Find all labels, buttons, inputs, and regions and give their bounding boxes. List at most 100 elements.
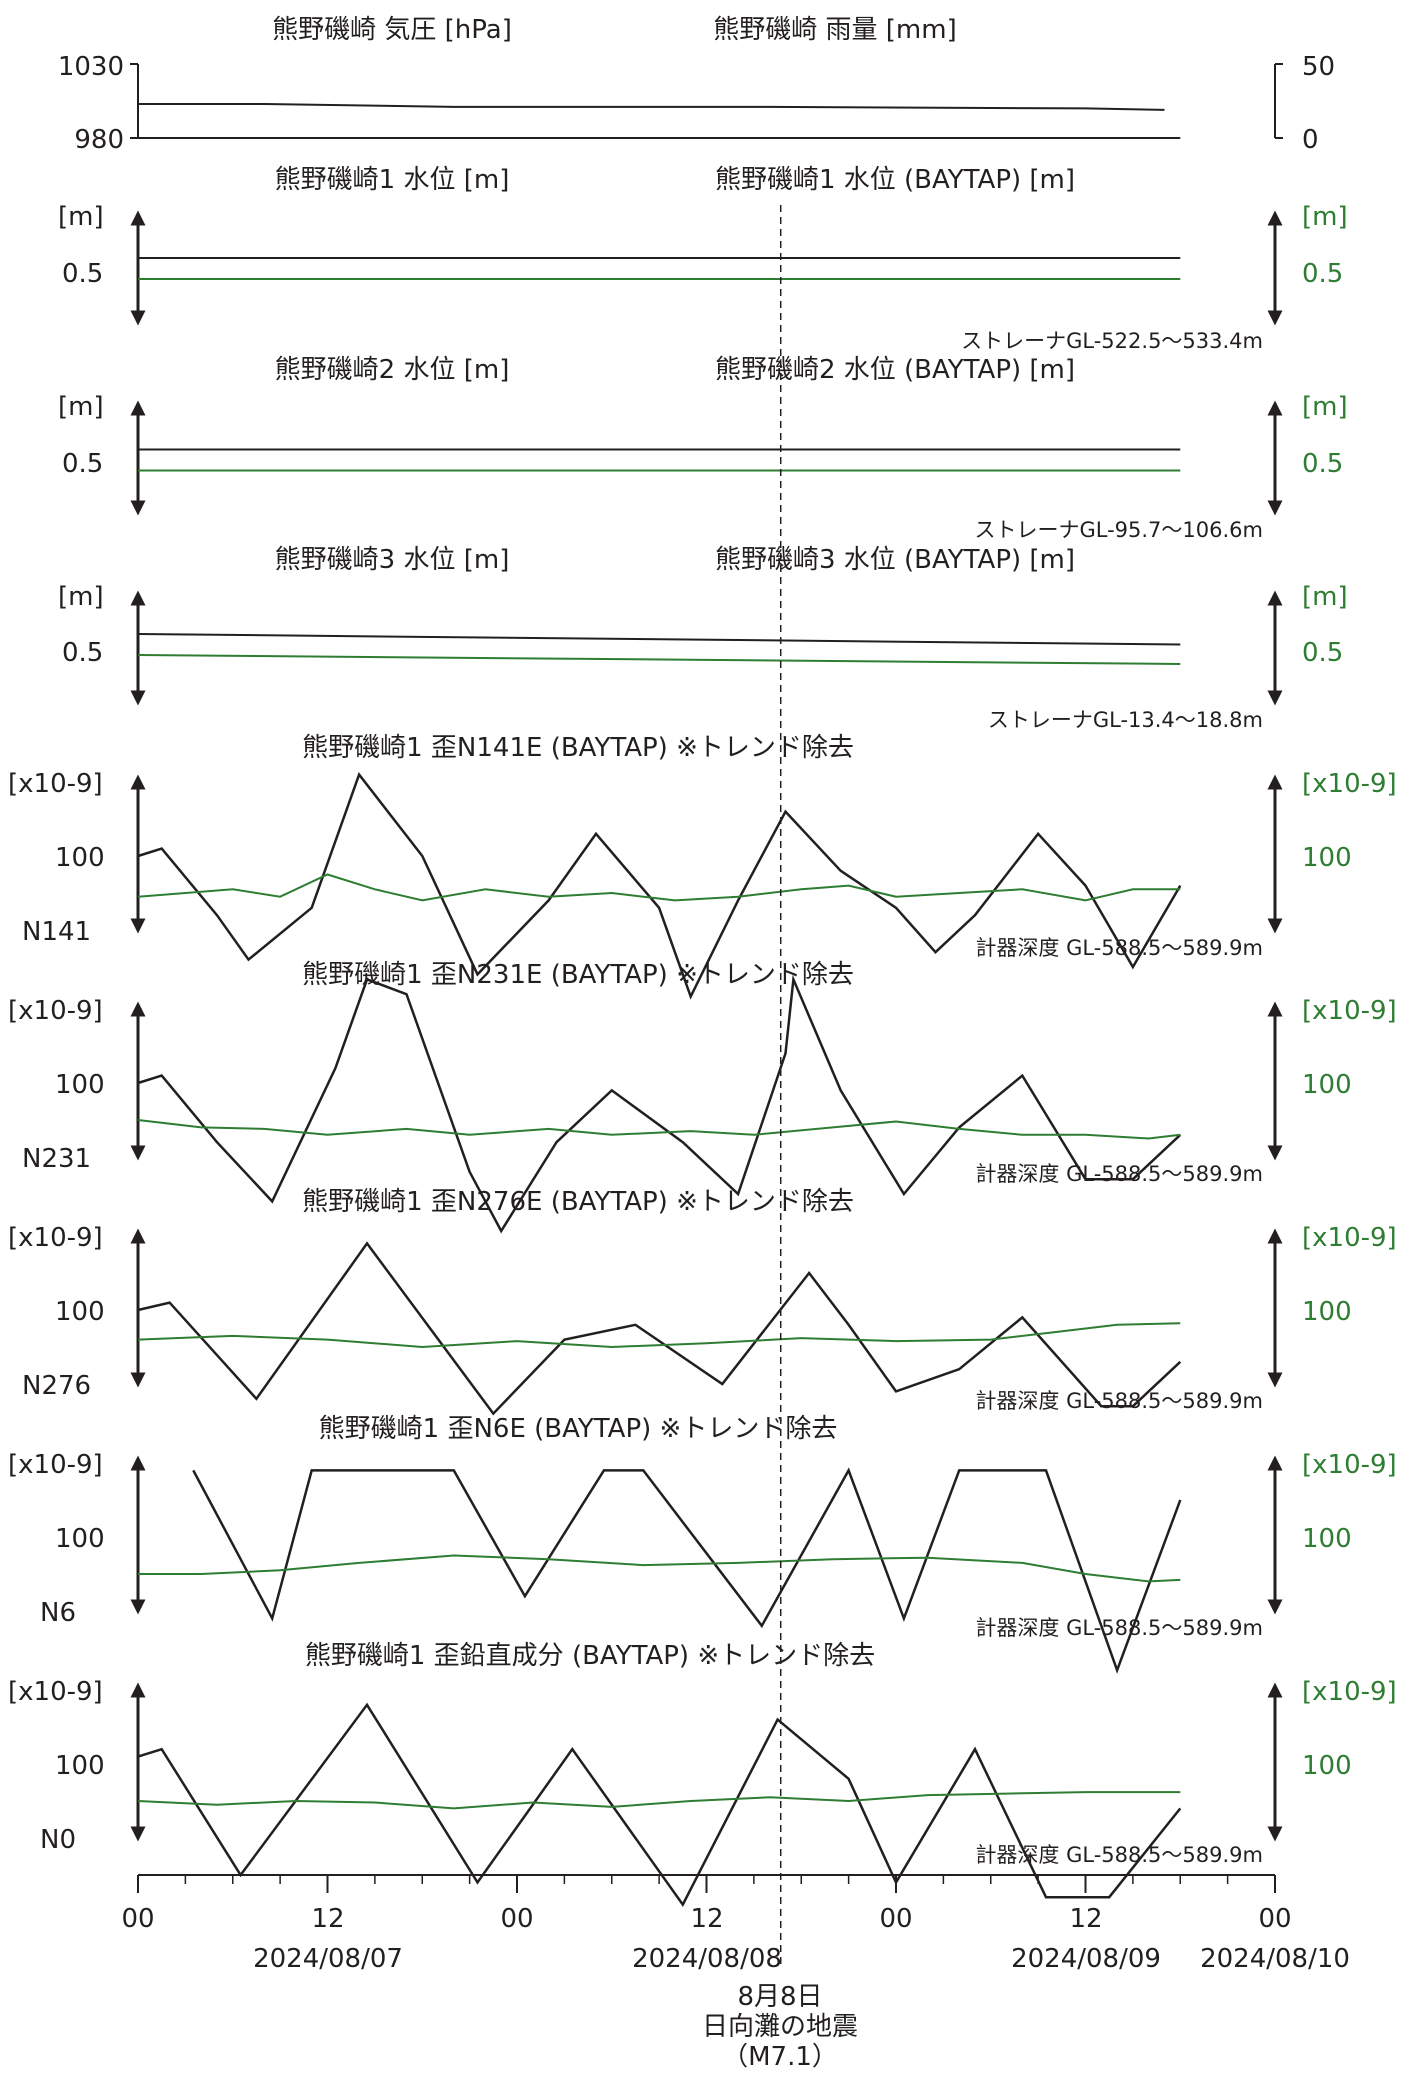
panel-title-right: 熊野磯崎1 水位 (BAYTAP) [m] xyxy=(715,165,1075,195)
left-tick-label: 100 xyxy=(55,1524,105,1554)
right-tick-label: 100 xyxy=(1302,843,1352,873)
left-tick-label: 0.5 xyxy=(62,449,103,479)
right-tick-label: 100 xyxy=(1302,1751,1352,1781)
left-unit-label: [x10-9] xyxy=(8,1677,103,1707)
strain-line xyxy=(137,772,1182,1000)
panel-strain-n276e: 熊野磯崎1 歪N276E (BAYTAP) ※トレンド除去 [x10-9] 10… xyxy=(8,1187,1397,1416)
date-label-0807: 2024/08/07 xyxy=(253,1944,403,1974)
component-label: N0 xyxy=(40,1825,76,1855)
panel-title: 熊野磯崎1 歪N141E (BAYTAP) ※トレンド除去 xyxy=(302,733,854,763)
panel-title-left: 熊野磯崎 気圧 [hPa] xyxy=(272,15,512,45)
panel-strain-n231e: 熊野磯崎1 歪N231E (BAYTAP) ※トレンド除去 [x10-9] 10… xyxy=(8,960,1397,1234)
strainer-note: ストレーナGL-13.4～18.8m xyxy=(988,708,1263,732)
hour-label-0: 00 xyxy=(121,1904,154,1934)
depth-note: 計器深度 GL-588.5～589.9m xyxy=(975,936,1263,960)
strain-line xyxy=(137,1241,1182,1416)
hour-label-12: 12 xyxy=(311,1904,344,1934)
right-unit-label: [m] xyxy=(1302,392,1348,422)
panel-title-left: 熊野磯崎2 水位 [m] xyxy=(275,355,510,385)
panel-title: 熊野磯崎1 歪鉛直成分 (BAYTAP) ※トレンド除去 xyxy=(305,1641,875,1671)
component-label: N276 xyxy=(22,1371,91,1401)
left-unit-label: [m] xyxy=(58,582,104,612)
right-unit-label: [x10-9] xyxy=(1302,1223,1397,1253)
strain-green-line xyxy=(137,1322,1181,1349)
event-name: 日向灘の地震 xyxy=(702,2012,858,2042)
depth-note: 計器深度 GL-588.5～589.9m xyxy=(975,1389,1263,1413)
x-axis: 00 12 00 12 00 12 00 2024/08/07 2024/08/… xyxy=(121,1874,1350,1974)
right-tick-label-top: 50 xyxy=(1302,52,1335,82)
panel-title: 熊野磯崎1 歪N231E (BAYTAP) ※トレンド除去 xyxy=(302,960,854,990)
water-level-line xyxy=(137,633,1181,646)
left-tick-label: 100 xyxy=(55,1751,105,1781)
right-tick-label: 100 xyxy=(1302,1524,1352,1554)
hour-label-48: 00 xyxy=(879,1904,912,1934)
hour-label-60: 12 xyxy=(1069,1904,1102,1934)
panel-strain-n141e: 熊野磯崎1 歪N141E (BAYTAP) ※トレンド除去 [x10-9] 10… xyxy=(8,733,1397,1000)
left-tick-label: 100 xyxy=(55,843,105,873)
strain-green-line xyxy=(137,1791,1181,1810)
right-unit-label: [x10-9] xyxy=(1302,769,1397,799)
right-tick-label: 100 xyxy=(1302,1297,1352,1327)
left-unit-label: [x10-9] xyxy=(8,1450,103,1480)
strain-line xyxy=(137,974,1182,1234)
right-unit-label: [x10-9] xyxy=(1302,1450,1397,1480)
panel-strain-n6e: 熊野磯崎1 歪N6E (BAYTAP) ※トレンド除去 [x10-9] 100 … xyxy=(8,1414,1397,1674)
hour-label-36: 12 xyxy=(690,1904,723,1934)
date-label-0810: 2024/08/10 xyxy=(1200,1944,1350,1974)
panel-title-right: 熊野磯崎 雨量 [mm] xyxy=(713,15,956,45)
panel-title-right: 熊野磯崎2 水位 (BAYTAP) [m] xyxy=(715,355,1075,385)
panel-title: 熊野磯崎1 歪N276E (BAYTAP) ※トレンド除去 xyxy=(302,1187,854,1217)
left-unit-label: [m] xyxy=(58,202,104,232)
component-label: N141 xyxy=(22,917,91,947)
right-unit-label: [m] xyxy=(1302,202,1348,232)
panel-title: 熊野磯崎1 歪N6E (BAYTAP) ※トレンド除去 xyxy=(319,1414,838,1444)
left-unit-label: [x10-9] xyxy=(8,996,103,1026)
event-annotation: 8月8日 日向灘の地震 （M7.1） xyxy=(702,1982,858,2072)
panel-pressure-rain: 熊野磯崎 気圧 [hPa] 熊野磯崎 雨量 [mm] 1030 980 50 0 xyxy=(58,15,1335,155)
left-unit-label: [x10-9] xyxy=(8,769,103,799)
depth-note: 計器深度 GL-588.5～589.9m xyxy=(975,1843,1263,1867)
right-tick-label: 0.5 xyxy=(1302,259,1343,289)
strain-green-line xyxy=(137,873,1181,902)
event-magnitude: （M7.1） xyxy=(722,2042,838,2072)
left-unit-label: [m] xyxy=(58,392,104,422)
panel-title-right: 熊野磯崎3 水位 (BAYTAP) [m] xyxy=(715,545,1075,575)
right-unit-label: [x10-9] xyxy=(1302,996,1397,1026)
date-label-0808: 2024/08/08 xyxy=(632,1944,782,1974)
left-tick-label-bottom: 980 xyxy=(74,125,124,155)
pressure-line xyxy=(138,103,1165,111)
panel-water-level-2: 熊野磯崎2 水位 [m] 熊野磯崎2 水位 (BAYTAP) [m] [m] 0… xyxy=(58,355,1348,542)
panel-strain-vertical: 熊野磯崎1 歪鉛直成分 (BAYTAP) ※トレンド除去 [x10-9] 100… xyxy=(8,1641,1397,1908)
depth-note: 計器深度 GL-588.5～589.9m xyxy=(975,1616,1263,1640)
component-label: N231 xyxy=(22,1144,91,1174)
hour-label-72: 00 xyxy=(1258,1904,1291,1934)
right-unit-label: [x10-9] xyxy=(1302,1677,1397,1707)
strainer-note: ストレーナGL-95.7～106.6m xyxy=(974,518,1263,542)
right-tick-label: 0.5 xyxy=(1302,638,1343,668)
panel-water-level-3: 熊野磯崎3 水位 [m] 熊野磯崎3 水位 (BAYTAP) [m] [m] 0… xyxy=(58,545,1348,732)
right-tick-label: 0.5 xyxy=(1302,449,1343,479)
water-level-baytap-line xyxy=(137,654,1181,665)
right-tick-label-bottom: 0 xyxy=(1302,125,1319,155)
left-tick-label-top: 1030 xyxy=(58,52,124,82)
event-date: 8月8日 xyxy=(737,1982,822,2012)
depth-note: 計器深度 GL-588.5～589.9m xyxy=(975,1162,1263,1186)
right-unit-label: [m] xyxy=(1302,582,1348,612)
left-tick-label: 0.5 xyxy=(62,259,103,289)
right-tick-label: 100 xyxy=(1302,1070,1352,1100)
left-tick-label: 100 xyxy=(55,1070,105,1100)
date-label-0809: 2024/08/09 xyxy=(1011,1944,1161,1974)
component-label: N6 xyxy=(40,1598,76,1628)
hour-label-24: 00 xyxy=(500,1904,533,1934)
panel-title-left: 熊野磯崎1 水位 [m] xyxy=(275,165,510,195)
panel-water-level-1: 熊野磯崎1 水位 [m] 熊野磯崎1 水位 (BAYTAP) [m] [m] 0… xyxy=(58,165,1348,353)
strain-green-line xyxy=(138,1554,1181,1583)
x-axis-ticks xyxy=(137,1875,1276,1893)
strain-line xyxy=(137,1702,1182,1908)
strain-green-line xyxy=(137,1119,1181,1140)
strain-line xyxy=(192,1467,1182,1674)
left-tick-label: 100 xyxy=(55,1297,105,1327)
left-tick-label: 0.5 xyxy=(62,638,103,668)
panel-title-left: 熊野磯崎3 水位 [m] xyxy=(275,545,510,575)
